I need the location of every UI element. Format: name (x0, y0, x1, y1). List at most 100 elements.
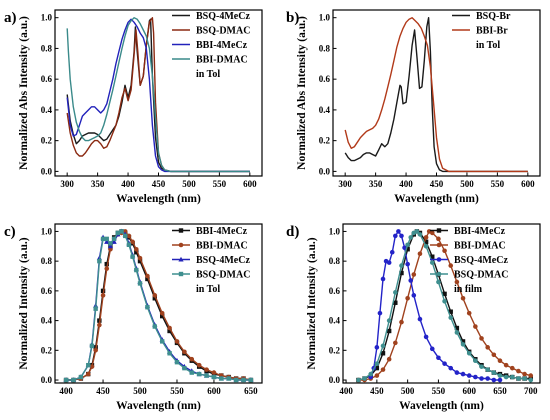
x-tick-label: 500 (133, 386, 147, 396)
series-marker (130, 254, 135, 259)
series-marker (491, 352, 497, 358)
series-marker (356, 377, 361, 383)
x-tick-label: 500 (460, 179, 474, 189)
series-line (358, 230, 531, 381)
series-bsq-dmac (63, 229, 254, 383)
series-bsq-br (344, 17, 528, 173)
x-tick-label: 350 (369, 179, 383, 189)
series-marker (219, 376, 224, 381)
legend-entry: BBI-4MeCz (454, 226, 506, 237)
panel-c: 400 450 500 550 600 650 0.0 0.2 0.4 0.6 0.8 1.0 Wave… (4, 223, 263, 412)
series-marker (368, 371, 374, 377)
series-marker (111, 236, 117, 242)
y-tick-label: 0.8 (319, 43, 331, 53)
series-marker (454, 370, 460, 375)
x-tick-label: 300 (338, 179, 352, 189)
series-marker (460, 339, 466, 344)
series-marker (473, 324, 478, 329)
series-marker (248, 377, 254, 383)
series-marker (491, 377, 497, 383)
y-tick-label: 0.6 (329, 286, 341, 296)
legend: BSQ-4MeCz BSQ-DMAC BBI-4MeCz BBI-DMAC in Tol (172, 11, 250, 80)
series-bbi-dmac (63, 229, 254, 383)
series-marker (374, 345, 380, 350)
legend-entry: BSQ-DMAC (196, 26, 250, 37)
legend-marker (436, 228, 442, 233)
series-bbi-dmac (356, 229, 534, 383)
x-tick-label: 400 (59, 386, 73, 396)
series-marker (159, 310, 165, 316)
series-marker (473, 358, 478, 364)
series-marker (522, 371, 527, 377)
series-marker (436, 279, 441, 285)
y-tick-label: 1.0 (319, 13, 331, 23)
legend-marker (436, 271, 442, 277)
legend-entry: BSQ-4MeCz (454, 255, 508, 266)
series-marker (528, 377, 534, 383)
x-tick-label: 450 (430, 179, 444, 189)
series-marker (374, 361, 380, 366)
y-tick-label: 0.4 (41, 316, 53, 326)
series-marker (460, 342, 466, 347)
series-marker (152, 296, 158, 301)
x-axis-label: Wavelength (nm) (116, 193, 201, 205)
series-marker (442, 361, 447, 366)
series-marker (93, 306, 98, 311)
series-marker (408, 235, 414, 240)
series-marker (78, 374, 84, 380)
series-marker (211, 370, 217, 375)
series-marker (442, 298, 447, 304)
legend-note: in Tol (196, 284, 220, 295)
legend-marker (178, 256, 184, 262)
series-marker (448, 309, 453, 314)
series-marker (386, 356, 392, 362)
series-marker (430, 254, 435, 259)
y-tick-label: 0.0 (319, 166, 331, 176)
series-marker (448, 263, 454, 268)
series-marker (63, 377, 69, 383)
series-marker (405, 261, 410, 267)
series-marker (399, 233, 404, 239)
y-tick-label: 0.8 (41, 43, 53, 53)
series-marker (145, 305, 150, 310)
series-marker (485, 345, 490, 350)
series-line (358, 230, 531, 381)
legend-note: in film (454, 284, 483, 295)
series-marker (386, 328, 392, 334)
series-bbi-br (344, 17, 528, 173)
y-tick-label: 0.2 (319, 136, 331, 146)
series-marker (93, 348, 98, 353)
legend-entry: BBI-Br (476, 26, 508, 37)
y-tick-label: 0.6 (41, 74, 53, 84)
series-marker (137, 281, 143, 286)
legend-entry: BBI-4MeCz (196, 40, 248, 51)
series-line (66, 17, 250, 173)
legend-marker (436, 257, 442, 262)
series-marker (479, 336, 484, 341)
series-marker (466, 373, 472, 378)
series-marker (405, 247, 410, 252)
legend-entry: BSQ-4MeCz (196, 255, 250, 266)
series-marker (159, 339, 165, 344)
legend-marker (178, 271, 184, 277)
x-tick-label: 600 (521, 179, 535, 189)
series-marker (503, 362, 509, 368)
series-marker (189, 370, 194, 375)
y-axis-label: Normalized Intensity (a.u.) (306, 237, 318, 369)
series-marker (167, 328, 172, 334)
y-tick-label: 0.0 (329, 375, 341, 385)
series-marker (71, 377, 76, 383)
plot-frame (342, 223, 541, 384)
panel-label: c) (4, 224, 16, 240)
series-marker (399, 270, 404, 276)
series-marker (104, 236, 109, 242)
series-marker (204, 367, 209, 372)
x-tick-label: 600 (243, 179, 257, 189)
series-marker (411, 293, 417, 298)
series-marker (182, 365, 187, 371)
series-marker (423, 235, 429, 240)
y-tick-label: 1.0 (329, 226, 341, 236)
y-tick-label: 0.4 (319, 105, 331, 115)
x-tick-label: 550 (213, 179, 227, 189)
